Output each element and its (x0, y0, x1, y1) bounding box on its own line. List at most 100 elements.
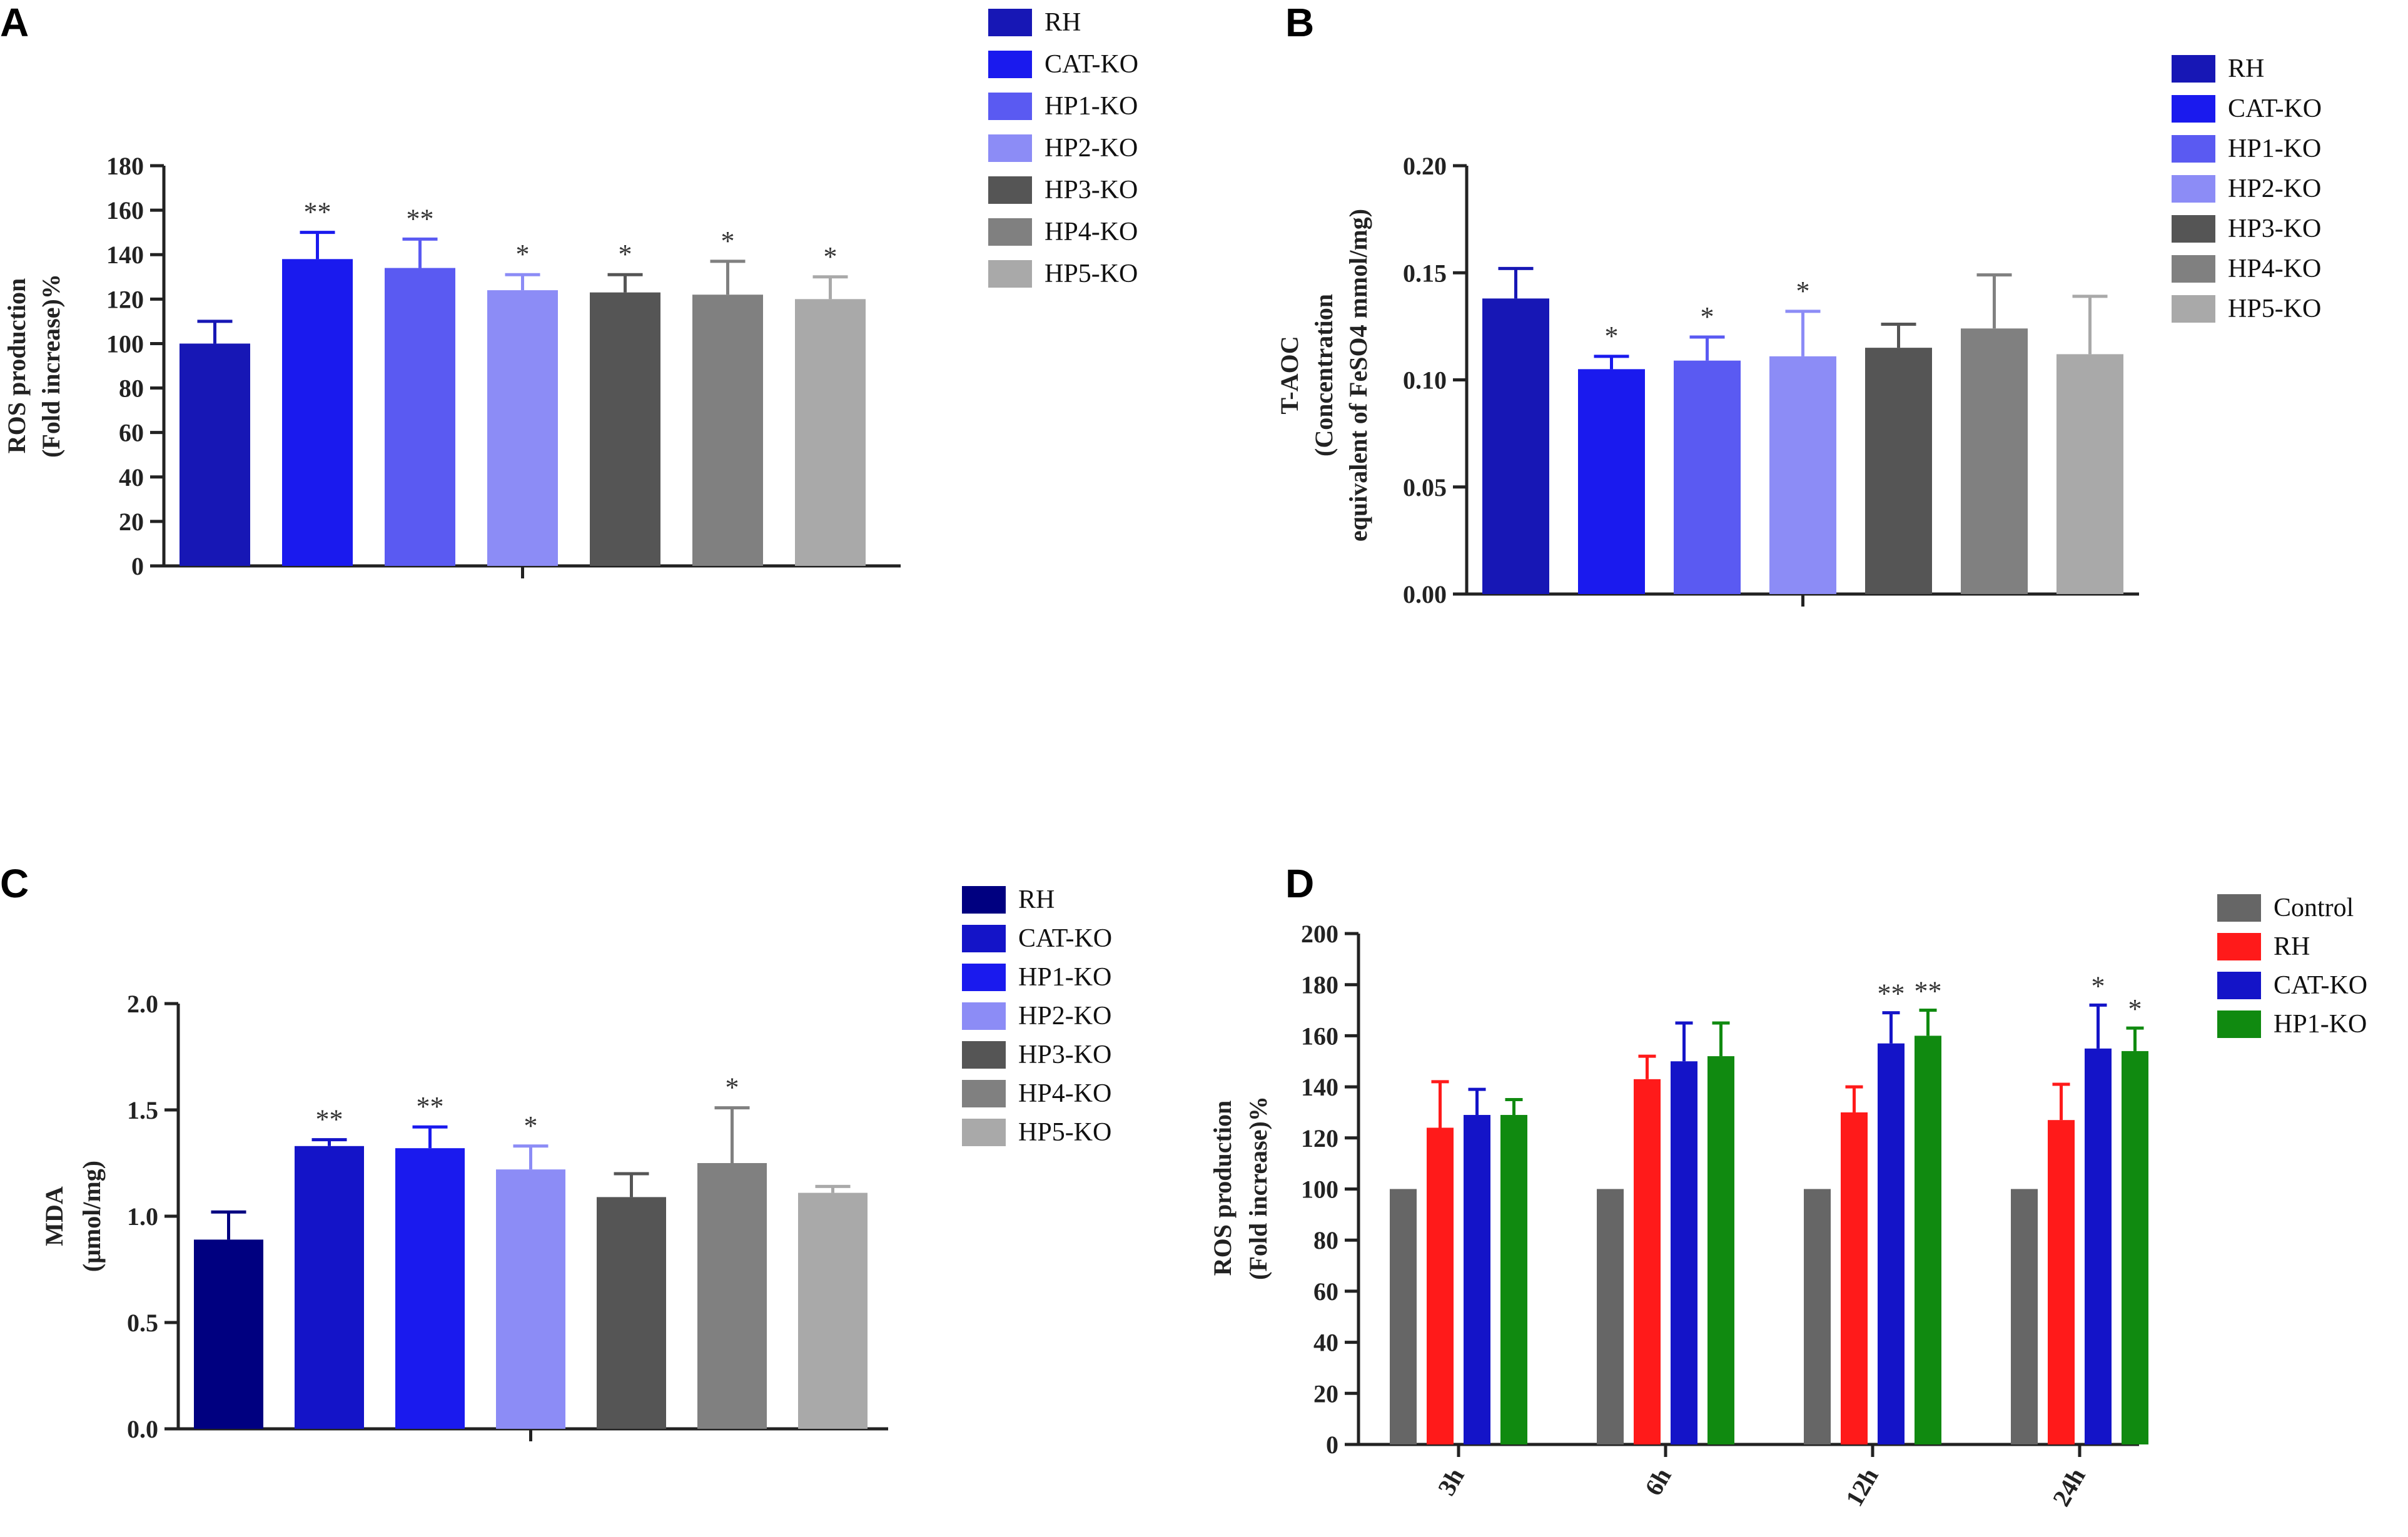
y-tick-label: 160 (1301, 1022, 1338, 1050)
legend-swatch (962, 1080, 1006, 1107)
significance-marker: * (824, 241, 837, 272)
y-tick-label: 120 (106, 285, 144, 313)
x-tick-label: 12h (1840, 1463, 1884, 1511)
x-tick-label: 3h (1432, 1463, 1470, 1500)
bar-hp2-ko (1769, 356, 1836, 594)
panel-label-b: B (1285, 0, 1314, 45)
legend-swatch (962, 925, 1006, 952)
significance-marker: * (1701, 301, 1714, 332)
y-tick-label: 180 (106, 152, 144, 180)
bar-hp1-ko-3h (1500, 1115, 1527, 1444)
y-tick-label: 0.20 (1403, 152, 1447, 180)
legend-label: RH (2274, 932, 2310, 961)
bar-rh (180, 343, 250, 566)
legend-swatch (2172, 135, 2215, 163)
significance-marker: * (1605, 321, 1619, 351)
y-tick-label: 140 (1301, 1073, 1338, 1101)
y-tick-label: 60 (1313, 1277, 1338, 1306)
significance-marker: * (2092, 970, 2105, 1001)
legend-swatch (988, 51, 1032, 78)
legend-label: HP2-KO (2228, 174, 2321, 203)
y-tick-label: 0.05 (1403, 473, 1447, 501)
significance-marker: ** (316, 1104, 343, 1135)
legend-label: HP2-KO (1018, 1002, 1111, 1031)
bar-hp1-ko (385, 268, 455, 566)
legend-label: HP1-KO (1018, 963, 1111, 992)
bar-control-24h (2011, 1189, 2038, 1444)
y-axis-label: (μmol/mg) (78, 1161, 106, 1272)
y-tick-label: 180 (1301, 971, 1338, 999)
y-axis-label: ROS production (3, 278, 31, 453)
legend: RH CAT-KO HP1-KO HP2-KO HP3-KO HP4-KO HP5-KO (988, 8, 1138, 288)
y-tick-label: 100 (1301, 1176, 1338, 1204)
bar-rh (1482, 298, 1549, 594)
bar-hp4-ko (692, 295, 763, 566)
y-axis-label: equivalent of FeSO4 mmol/mg) (1344, 209, 1372, 542)
significance-marker: ** (304, 197, 331, 228)
legend-swatch (988, 134, 1032, 162)
bar-cat-ko-6h (1671, 1061, 1697, 1444)
legend-swatch (988, 218, 1032, 246)
y-tick-label: 1.5 (127, 1096, 158, 1124)
legend-label: HP3-KO (1018, 1041, 1111, 1069)
significance-marker: * (2128, 994, 2142, 1024)
chart-panel-b: 0.00 0.05 0.10 0.15 0.20 T-AOC (Concentration e… (1275, 54, 2322, 608)
legend-label: Control (2274, 894, 2354, 922)
legend-label: HP1-KO (2274, 1010, 2367, 1039)
bar-rh-12h (1841, 1112, 1868, 1444)
legend-swatch (988, 9, 1032, 36)
significance-marker: * (524, 1111, 538, 1141)
legend-label: HP2-KO (1045, 134, 1138, 163)
significance-marker: * (721, 226, 735, 256)
y-tick-label: 120 (1301, 1124, 1338, 1152)
legend: Control RH CAT-KO HP1-KO (2217, 894, 2367, 1039)
bar-hp2-ko (496, 1169, 565, 1429)
y-tick-label: 2.0 (127, 990, 158, 1018)
bar-control-3h (1390, 1189, 1417, 1444)
y-tick-label: 0.00 (1403, 580, 1447, 608)
y-axis-label: (Fold increase)% (1244, 1096, 1272, 1280)
legend-label: HP5-KO (1045, 260, 1138, 288)
significance-marker: * (516, 239, 530, 270)
y-tick-label: 20 (119, 508, 144, 536)
legend-label: RH (2228, 54, 2264, 83)
legend-swatch (962, 1041, 1006, 1069)
y-axis-label: MDA (40, 1186, 68, 1246)
bar-hp4-ko (697, 1163, 767, 1429)
legend-swatch (2217, 933, 2261, 960)
legend-label: HP1-KO (1045, 92, 1138, 121)
legend-swatch (2172, 55, 2215, 83)
legend-swatch (2217, 1010, 2261, 1038)
legend-label: HP1-KO (2228, 134, 2321, 163)
legend: RH CAT-KO HP1-KO HP2-KO HP3-KO HP4-KO HP5-KO (962, 885, 1112, 1147)
legend-swatch (988, 93, 1032, 120)
y-tick-label: 200 (1301, 920, 1338, 948)
legend-swatch (2172, 95, 2215, 123)
bar-hp5-ko (795, 299, 866, 566)
panel-label-a: A (0, 0, 29, 45)
chart-panel-a: 0 20 40 60 80 100 120 140 160 180 ROS production (F… (3, 8, 1138, 580)
y-tick-label: 40 (119, 463, 144, 491)
legend-label: HP3-KO (1045, 176, 1138, 204)
significance-marker: ** (417, 1091, 444, 1122)
bar-hp1-ko-24h (2122, 1051, 2148, 1444)
significance-marker: ** (1878, 979, 1905, 1009)
legend-label: HP3-KO (2228, 214, 2321, 243)
legend-label: RH (1045, 8, 1081, 37)
legend-swatch (962, 964, 1006, 991)
legend-swatch (2217, 894, 2261, 922)
legend-label: HP4-KO (1018, 1079, 1111, 1108)
chart-panel-d: 0 20 40 60 80 100 120 140 160 180 200 ROS productio… (1208, 894, 2367, 1511)
bar-cat-ko-3h (1464, 1115, 1490, 1444)
y-tick-label: 140 (106, 241, 144, 269)
y-tick-label: 1.0 (127, 1202, 158, 1231)
y-tick-label: 0 (1326, 1431, 1338, 1459)
bar-hp3-ko (1865, 348, 1932, 594)
significance-marker: * (619, 239, 632, 270)
bar-cat-ko-24h (2085, 1048, 2112, 1444)
legend-swatch (962, 1119, 1006, 1146)
legend-label: CAT-KO (1045, 50, 1138, 79)
legend-label: CAT-KO (2274, 971, 2367, 1000)
y-tick-label: 0.15 (1403, 259, 1447, 287)
